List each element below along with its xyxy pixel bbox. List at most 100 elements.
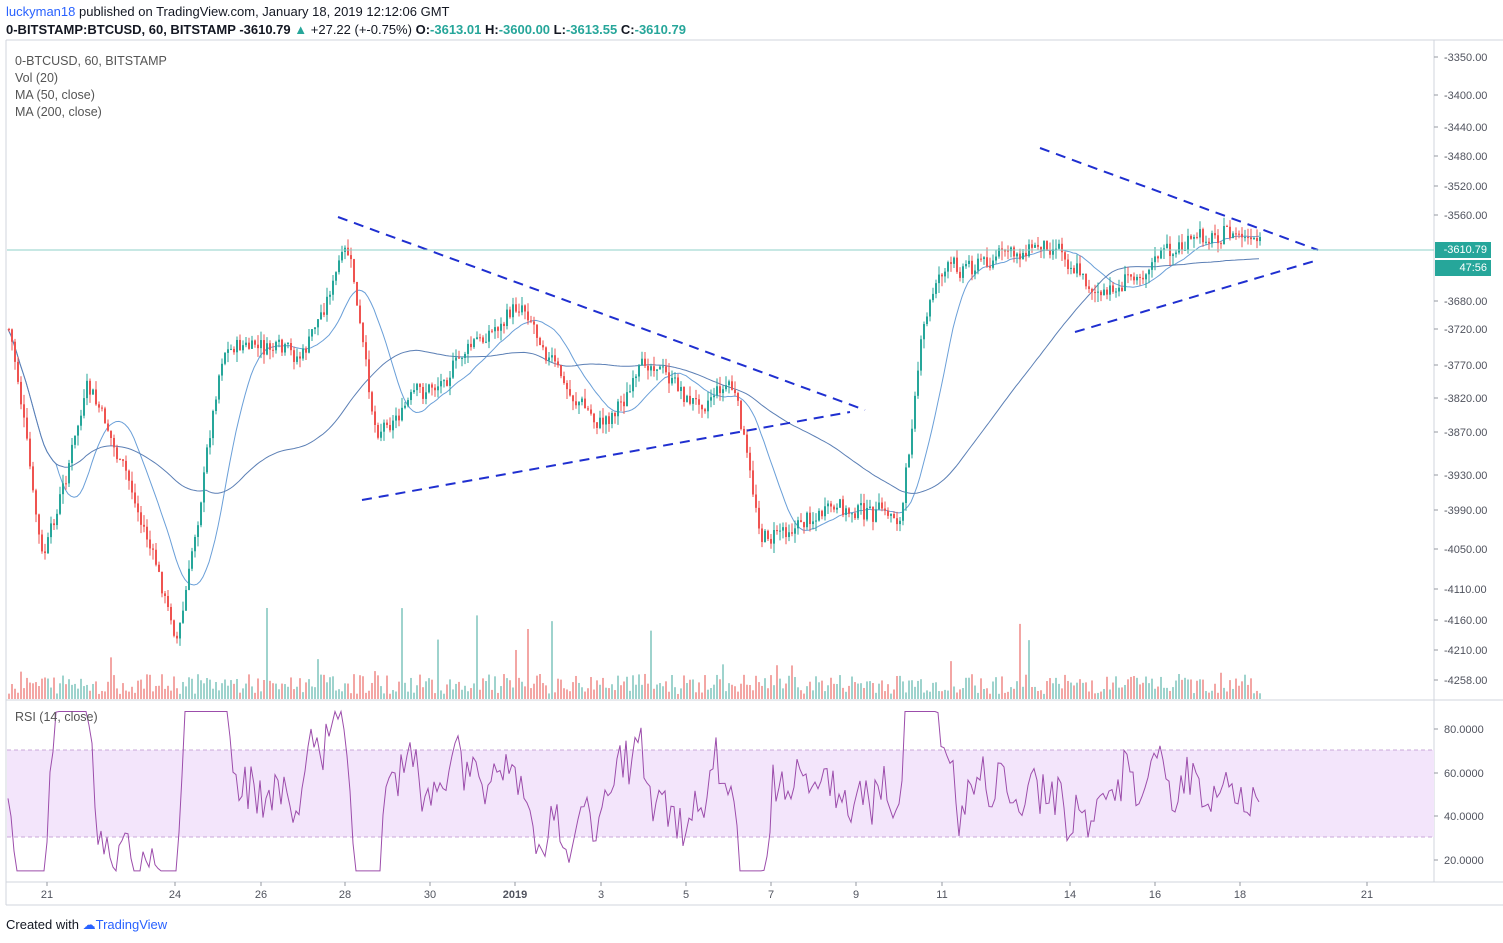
- tradingview-brand-link[interactable]: TradingView: [95, 917, 168, 932]
- volume-bar: [827, 685, 829, 699]
- candle-body: [989, 266, 991, 268]
- candle-body: [800, 520, 802, 523]
- trendline[interactable]: [1074, 259, 1319, 333]
- volume-bar: [110, 657, 112, 699]
- volume-bar: [173, 676, 175, 699]
- moving-averages: [7, 235, 1260, 586]
- candle-body: [1151, 262, 1153, 270]
- author-link[interactable]: luckyman18: [6, 4, 76, 19]
- candle-body: [131, 480, 133, 493]
- candle-body: [398, 415, 400, 421]
- volume-bar: [164, 688, 166, 699]
- volume-bar: [923, 692, 925, 699]
- volume-bar: [620, 685, 622, 699]
- candle-body: [1082, 273, 1084, 275]
- volume-bar: [1232, 688, 1234, 699]
- candle-body: [1175, 252, 1177, 255]
- candle-body: [1157, 256, 1159, 259]
- candle-body: [992, 260, 994, 268]
- volume-bar: [608, 688, 610, 699]
- volume-bar: [563, 688, 565, 699]
- y-tick-label: -3820.00: [1444, 393, 1487, 405]
- volume-bar: [557, 678, 559, 699]
- candle-body: [950, 262, 952, 264]
- volume-bar: [590, 677, 592, 699]
- candle-body: [905, 467, 907, 504]
- volume-bar: [707, 689, 709, 699]
- volume-bar: [986, 688, 988, 699]
- y-tick-label: -3870.00: [1444, 427, 1487, 439]
- candle-body: [1127, 274, 1129, 276]
- candle-body: [1196, 236, 1198, 238]
- candle-body: [668, 372, 670, 384]
- candle-body: [611, 412, 613, 424]
- volume-bar: [815, 676, 817, 699]
- tradingview-logo-icon: ☁: [82, 917, 96, 932]
- candle-body: [275, 341, 277, 351]
- volume-bar: [1103, 688, 1105, 699]
- candle-body: [389, 424, 391, 431]
- volume-bar: [461, 689, 463, 699]
- y-tick-label: -3520.00: [1444, 181, 1487, 193]
- volume-bar: [257, 678, 259, 699]
- rsi-legend[interactable]: RSI (14, close): [15, 710, 98, 724]
- candle-body: [107, 423, 109, 431]
- candle-body: [8, 329, 10, 330]
- candle-body: [608, 416, 610, 424]
- volume-bar: [875, 692, 877, 699]
- candle-body: [920, 339, 922, 371]
- volume-bar: [695, 692, 697, 699]
- volume-bar: [170, 690, 172, 699]
- trendlines[interactable]: [337, 147, 1319, 501]
- candle-body: [1040, 246, 1042, 251]
- legend-series[interactable]: 0-BTCUSD, 60, BITSTAMP: [15, 54, 167, 68]
- volume-bar: [965, 677, 967, 699]
- candle-body: [1007, 250, 1009, 252]
- candle-body: [1211, 233, 1213, 244]
- legend-ma200[interactable]: MA (200, close): [15, 105, 102, 119]
- volume-bars: [8, 607, 1261, 699]
- volume-bar: [365, 692, 367, 699]
- price-axis[interactable]: -3350.00 -3400.00 -3440.00 -3480.00 -3520.00…: [1434, 52, 1487, 687]
- candle-body: [752, 470, 754, 495]
- volume-bar: [806, 686, 808, 699]
- volume-bar: [32, 683, 34, 699]
- candle-body: [1046, 240, 1048, 251]
- volume-bar: [1112, 682, 1114, 699]
- volume-bar: [362, 676, 364, 699]
- volume-bar: [1064, 674, 1066, 699]
- volume-bar: [734, 686, 736, 699]
- volume-bar: [167, 685, 169, 699]
- volume-bar: [77, 688, 79, 699]
- x-tick-label: 7: [768, 889, 774, 901]
- volume-bar: [1118, 687, 1120, 699]
- volume-bar: [59, 683, 61, 699]
- volume-bar: [1193, 693, 1195, 699]
- time-axis[interactable]: 21 24 26 28 30 2019 3 5 7 9 11 14 16 18 21: [41, 882, 1373, 901]
- candle-body: [95, 389, 97, 405]
- volume-bar: [347, 683, 349, 699]
- legend-volume[interactable]: Vol (20): [15, 71, 59, 85]
- volume-bar: [539, 674, 541, 699]
- candle-body: [236, 339, 238, 353]
- trendline[interactable]: [361, 411, 851, 501]
- candle-body: [1235, 233, 1237, 235]
- legend-ma50[interactable]: MA (50, close): [15, 88, 95, 102]
- volume-bar: [956, 692, 958, 699]
- candle-body: [788, 532, 790, 538]
- volume-bar: [437, 639, 439, 699]
- candle-body: [464, 353, 466, 358]
- volume-bar: [674, 687, 676, 699]
- candle-body: [1055, 248, 1057, 250]
- candle-body: [698, 399, 700, 405]
- trendline[interactable]: [337, 216, 866, 411]
- rsi-axis[interactable]: 80.0000 60.0000 40.0000 20.0000: [1434, 724, 1484, 867]
- volume-bar: [1028, 640, 1030, 699]
- candle-body: [1160, 249, 1162, 259]
- volume-bar: [95, 681, 97, 699]
- volume-bar: [209, 679, 211, 699]
- candle-body: [119, 459, 121, 461]
- trendline[interactable]: [1039, 147, 1319, 251]
- candle-body: [830, 503, 832, 507]
